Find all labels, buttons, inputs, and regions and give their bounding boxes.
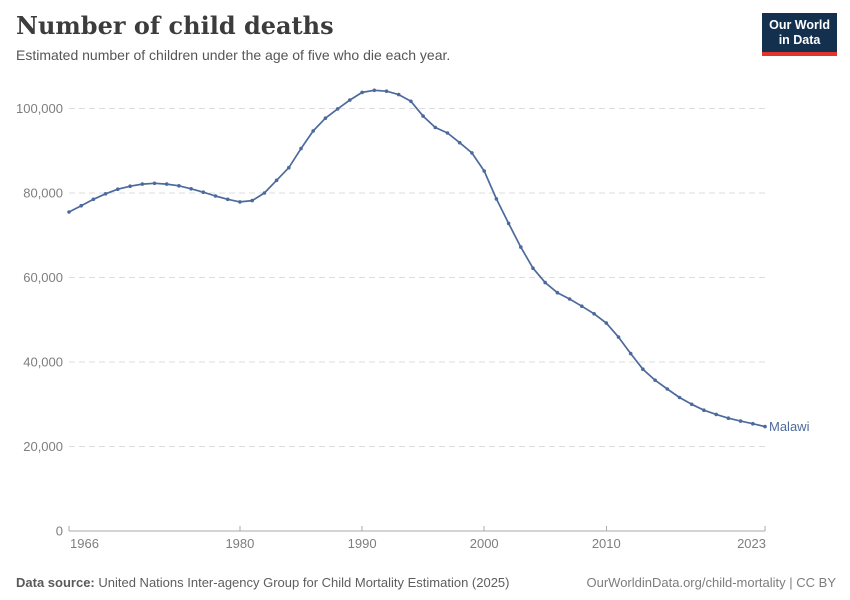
data-point bbox=[311, 129, 316, 133]
chart-header: Number of child deaths Estimated number … bbox=[16, 11, 451, 64]
data-source-note: Data source: United Nations Inter-agency… bbox=[16, 575, 510, 590]
data-point bbox=[360, 90, 364, 95]
data-point bbox=[738, 419, 743, 423]
data-point bbox=[531, 266, 535, 271]
x-axis-tick-label: 1966 bbox=[70, 536, 99, 551]
x-axis-tick-label: 1990 bbox=[348, 536, 377, 551]
y-axis-tick-label: 100,000 bbox=[16, 101, 63, 116]
chart-plot-area[interactable]: 0 20,000 40,000 60,000 80,000 100,000 1966 1980… bbox=[0, 0, 850, 560]
data-point bbox=[653, 378, 657, 383]
series-line bbox=[68, 89, 766, 428]
data-point bbox=[470, 151, 474, 155]
data-point bbox=[457, 140, 462, 145]
x-axis-tick-label: 1980 bbox=[225, 536, 254, 551]
y-axis-tick-label: 20,000 bbox=[23, 439, 63, 454]
data-point bbox=[482, 169, 487, 173]
data-point bbox=[433, 125, 438, 130]
data-point bbox=[213, 194, 218, 198]
data-point bbox=[677, 395, 682, 400]
data-point bbox=[201, 190, 206, 194]
data-point bbox=[225, 197, 230, 202]
data-point bbox=[67, 210, 71, 214]
data-point bbox=[152, 181, 157, 186]
y-axis-tick-label: 80,000 bbox=[23, 186, 63, 201]
y-axis-tick-label: 40,000 bbox=[23, 355, 63, 370]
data-point bbox=[128, 184, 132, 188]
data-point bbox=[262, 191, 267, 195]
data-point bbox=[702, 408, 706, 413]
data-point bbox=[140, 182, 145, 186]
data-point bbox=[628, 351, 633, 356]
x-axis-tick-label: 2010 bbox=[592, 536, 621, 551]
data-point bbox=[299, 146, 303, 151]
y-axis-tick-label: 0 bbox=[56, 524, 63, 539]
data-point bbox=[348, 98, 352, 102]
data-point bbox=[616, 335, 621, 339]
data-point bbox=[335, 107, 340, 111]
data-point bbox=[250, 198, 254, 203]
data-point bbox=[763, 424, 767, 429]
data-point bbox=[665, 387, 670, 391]
data-point bbox=[103, 192, 108, 196]
data-source-label: Data source: bbox=[16, 575, 95, 590]
data-point bbox=[396, 92, 401, 97]
data-point bbox=[287, 165, 291, 170]
data-point bbox=[274, 178, 279, 183]
data-point bbox=[567, 297, 572, 301]
data-point bbox=[689, 402, 694, 407]
owid-logo-line2: in Data bbox=[778, 33, 821, 47]
data-point bbox=[384, 89, 389, 93]
data-point bbox=[506, 221, 511, 226]
owid-logo[interactable]: Our World in Data bbox=[762, 13, 837, 56]
y-axis-tick-label: 60,000 bbox=[23, 270, 63, 285]
data-source-text: United Nations Inter-agency Group for Ch… bbox=[94, 575, 510, 590]
data-point bbox=[372, 88, 377, 93]
series-entity-label: Malawi bbox=[769, 419, 810, 434]
chart-subtitle: Estimated number of children under the a… bbox=[16, 47, 451, 64]
data-point bbox=[409, 99, 413, 104]
x-axis-tick-label: 2023 bbox=[737, 536, 766, 551]
data-point bbox=[494, 197, 499, 201]
data-point bbox=[116, 187, 120, 191]
data-point bbox=[164, 182, 169, 186]
data-point bbox=[421, 114, 425, 118]
data-point bbox=[189, 187, 193, 191]
data-point bbox=[323, 116, 328, 120]
data-point bbox=[543, 280, 547, 285]
owid-logo-line1: Our World bbox=[769, 18, 830, 32]
data-point bbox=[714, 412, 718, 417]
data-point bbox=[580, 304, 584, 309]
data-point bbox=[641, 367, 645, 372]
footer-citation-link[interactable]: OurWorldinData.org/child-mortality | CC … bbox=[586, 575, 837, 590]
data-point bbox=[592, 312, 596, 316]
data-point bbox=[177, 184, 181, 188]
chart-footer: Data source: United Nations Inter-agency… bbox=[16, 575, 836, 590]
data-point bbox=[91, 197, 96, 202]
data-point bbox=[519, 245, 523, 249]
data-point bbox=[751, 421, 755, 426]
data-point bbox=[604, 321, 609, 325]
x-axis-tick-label: 2000 bbox=[470, 536, 499, 551]
data-point bbox=[555, 290, 560, 295]
data-point bbox=[445, 131, 450, 135]
chart-title: Number of child deaths bbox=[16, 11, 334, 40]
data-point bbox=[79, 203, 83, 208]
data-point bbox=[726, 416, 731, 421]
data-point bbox=[238, 200, 242, 204]
